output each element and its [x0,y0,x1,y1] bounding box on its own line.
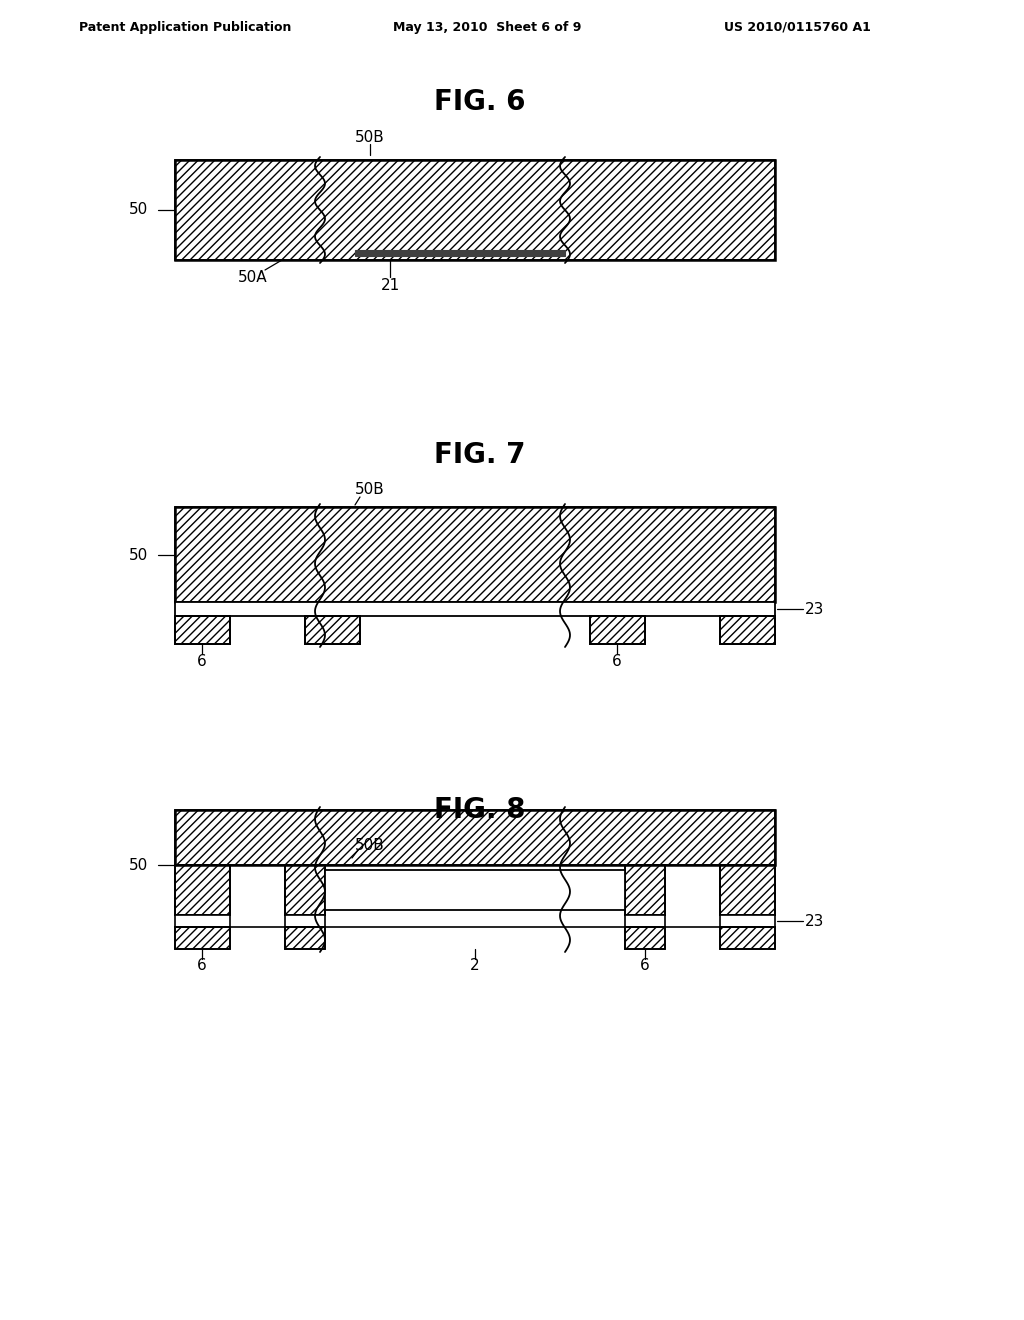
Bar [305,616,360,644]
Text: 6: 6 [198,653,207,668]
Bar [720,616,775,644]
Bar [285,927,325,949]
Text: 50A: 50A [239,269,268,285]
Bar [175,602,775,616]
Bar [625,927,665,949]
Bar [175,927,230,949]
Bar [305,616,360,644]
Bar [625,927,665,949]
Text: 50: 50 [128,548,147,562]
Bar [175,865,230,915]
Bar [625,915,665,927]
Bar [175,915,230,927]
Text: FIG. 6: FIG. 6 [434,88,525,116]
Bar [175,810,775,865]
Bar [720,865,775,915]
Bar [720,927,775,949]
Text: 23: 23 [805,602,824,616]
Bar [175,865,230,915]
Bar [285,915,325,927]
Bar [175,616,230,644]
Text: 6: 6 [198,958,207,974]
Text: 50B: 50B [355,483,385,498]
Text: US 2010/0115760 A1: US 2010/0115760 A1 [724,21,870,33]
Bar [720,915,775,927]
Text: 23: 23 [805,913,824,928]
Bar [720,927,775,949]
Text: 2: 2 [470,958,480,974]
Bar [355,249,565,256]
Text: 6: 6 [640,958,650,974]
Text: FIG. 7: FIG. 7 [434,441,525,469]
Bar [285,865,325,915]
Bar [590,616,645,644]
Text: Patent Application Publication: Patent Application Publication [79,21,291,33]
Bar [175,160,775,260]
Bar [720,616,775,644]
Text: 21: 21 [380,277,399,293]
Bar [175,160,775,260]
Bar [590,616,645,644]
Bar [175,810,775,865]
Bar [285,865,325,915]
Bar [720,865,775,915]
Text: May 13, 2010  Sheet 6 of 9: May 13, 2010 Sheet 6 of 9 [393,21,582,33]
Text: 50B: 50B [355,129,385,144]
Text: 50: 50 [128,858,147,873]
Bar [625,865,665,915]
Bar [175,616,230,644]
Bar [175,507,775,602]
Text: 50: 50 [128,202,147,218]
Bar [285,927,325,949]
Text: FIG. 8: FIG. 8 [434,796,525,824]
Bar [175,507,775,602]
Text: 50B: 50B [355,837,385,853]
Text: 6: 6 [612,653,622,668]
Bar [325,870,625,909]
Bar [175,927,230,949]
Bar [625,865,665,915]
